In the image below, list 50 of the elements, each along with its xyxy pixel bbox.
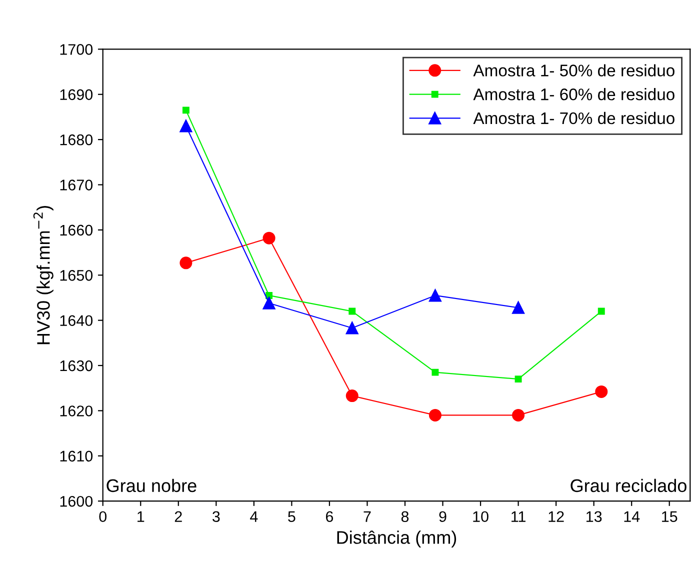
y-tick-label: 1620 [60,406,93,416]
y-tick-label: 1700 [60,44,93,55]
point [428,408,442,422]
point [598,308,605,315]
x-tick-label: 1 [138,511,144,522]
x-tick-label: 5 [288,511,296,522]
y-tick-label: 1670 [60,180,93,190]
x-tick-label: 14 [624,511,640,522]
y-tick-label: 1690 [60,89,93,100]
point [346,322,358,334]
point [182,106,190,114]
point [512,408,525,422]
x-tick-label: 8 [401,511,409,522]
y-tick-label: 1600 [60,496,93,507]
y-tick-label: 1650 [60,270,93,281]
legend-label: Amostra 1- 70% de residuo [473,112,674,124]
point [346,390,358,402]
point [348,308,356,315]
annotation: Grau reciclado [570,478,686,492]
point [262,296,276,310]
y-tick-label: 1680 [60,134,93,146]
point [512,301,525,314]
x-tick-label: 0 [99,511,107,522]
point [595,385,608,398]
legend-label: Amostra 1- 50% de residuo [473,64,674,76]
x-tick-label: 3 [212,511,220,522]
point [180,120,192,132]
x-tick-label: 6 [326,511,334,522]
y-tick-label: 1610 [60,450,93,462]
x-tick-label: 7 [364,511,371,522]
point [514,376,522,383]
point [432,368,439,376]
x-axis-title: Distância (mm) [337,530,456,548]
point [428,289,442,302]
x-tick-label: 11 [512,511,526,522]
x-tick-label: 13 [586,511,602,522]
x-tick-label: 12 [548,511,564,522]
x-tick-label: 4 [250,511,258,522]
annotation: Grau nobre [106,478,196,492]
point [262,232,276,244]
point [180,256,192,270]
x-tick-label: 15 [662,511,678,522]
x-tick-label: 9 [439,511,446,522]
y-tick-label: 1660 [60,224,93,236]
legend-label: Amostra 1- 60% de residuo [473,88,674,100]
x-tick-label: 10 [473,511,488,522]
y-axis-title: HV30 (kgf.mm$^{−2}$) [33,206,54,344]
x-tick-label: 2 [174,511,182,522]
y-tick-label: 1640 [60,315,93,326]
y-tick-label: 1630 [60,360,93,372]
